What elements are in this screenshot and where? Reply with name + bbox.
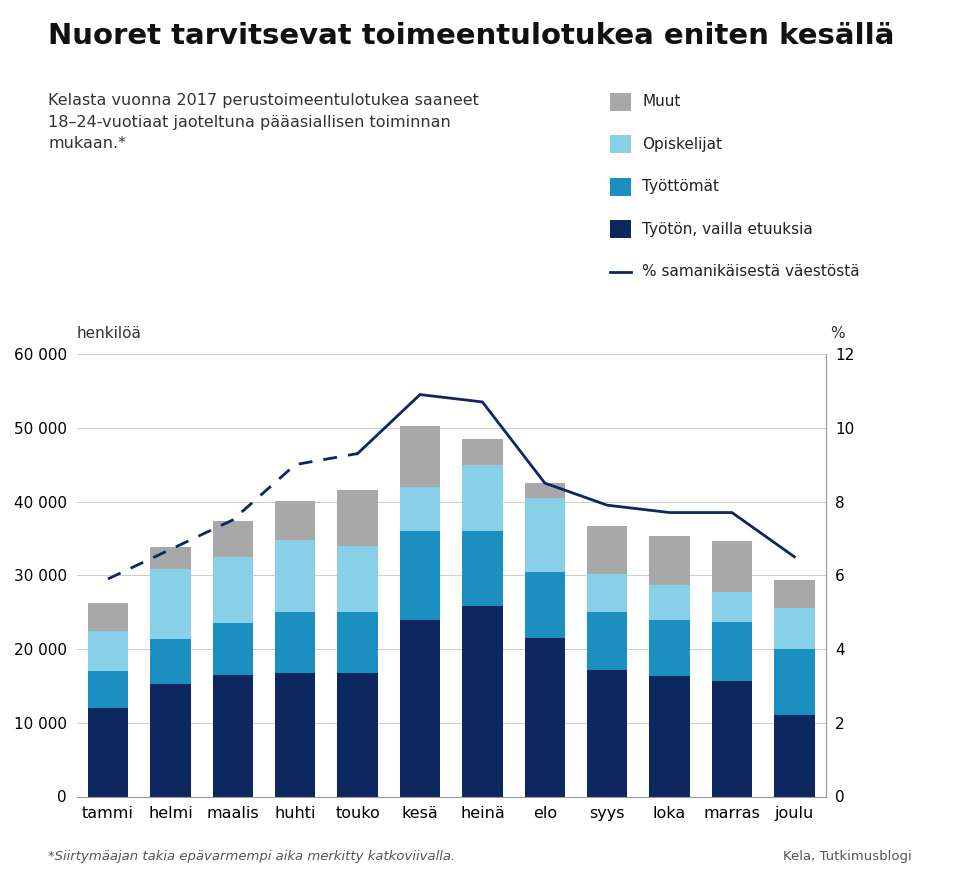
Text: Muut: Muut [642, 95, 681, 109]
Bar [275, 673, 316, 796]
Bar [462, 531, 503, 606]
Bar [399, 531, 441, 620]
Bar [462, 465, 503, 531]
Bar [87, 604, 129, 630]
Bar [337, 546, 378, 612]
Bar [337, 673, 378, 796]
Bar [150, 639, 191, 684]
Bar [212, 557, 253, 623]
Bar [87, 630, 129, 671]
Bar [711, 592, 753, 621]
Text: henkilöä: henkilöä [77, 326, 142, 341]
Bar [587, 612, 628, 670]
Bar [275, 540, 316, 612]
Bar [774, 580, 815, 609]
Bar [150, 684, 191, 796]
Bar [275, 612, 316, 673]
Text: Työttömät: Työttömät [642, 180, 719, 194]
Bar [587, 573, 628, 612]
Bar [212, 623, 253, 674]
Bar [337, 612, 378, 673]
Bar [462, 606, 503, 796]
Bar [587, 526, 628, 573]
Bar [212, 674, 253, 796]
Text: *Siirtymäajan takia epävarmempi aika merkitty katkoviivalla.: *Siirtymäajan takia epävarmempi aika mer… [48, 850, 455, 863]
Bar [649, 620, 690, 676]
Bar [150, 568, 191, 639]
Bar [337, 490, 378, 546]
Bar [462, 439, 503, 465]
Text: Kela, Tutkimusblogi: Kela, Tutkimusblogi [783, 850, 912, 863]
Bar [275, 501, 316, 540]
Bar [711, 681, 753, 796]
Bar [649, 585, 690, 620]
Bar [524, 638, 565, 796]
Bar [774, 649, 815, 715]
Bar [587, 670, 628, 797]
Bar [711, 621, 753, 681]
Bar [524, 483, 565, 497]
Bar [399, 620, 441, 796]
Bar [212, 521, 253, 557]
Bar [649, 536, 690, 585]
Bar [524, 497, 565, 572]
Bar [399, 487, 441, 531]
Text: Opiskelijat: Opiskelijat [642, 137, 722, 151]
Bar [399, 427, 441, 487]
Text: Nuoret tarvitsevat toimeentulotukea eniten kesällä: Nuoret tarvitsevat toimeentulotukea enit… [48, 22, 895, 50]
Bar [524, 572, 565, 638]
Bar [150, 547, 191, 568]
Bar [87, 708, 129, 796]
Text: Kelasta vuonna 2017 perustoimeentulotukea saaneet
18–24-vuotiaat jaoteltuna pääa: Kelasta vuonna 2017 perustoimeentulotuke… [48, 93, 479, 151]
Text: Työtön, vailla etuuksia: Työtön, vailla etuuksia [642, 222, 813, 236]
Text: % samanikäisestä väestöstä: % samanikäisestä väestöstä [642, 265, 860, 279]
Bar [649, 676, 690, 796]
Text: %: % [830, 326, 845, 341]
Bar [711, 541, 753, 592]
Bar [87, 671, 129, 708]
Bar [774, 609, 815, 649]
Bar [774, 715, 815, 796]
